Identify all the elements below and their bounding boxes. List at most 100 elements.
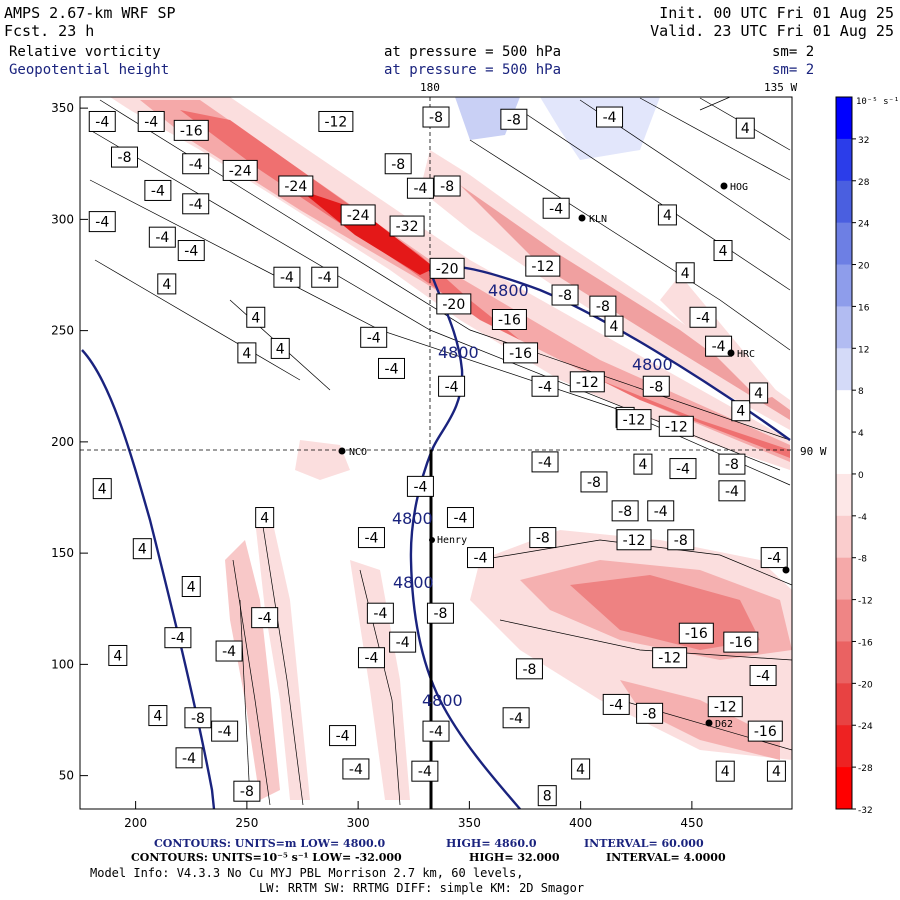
vorticity-label-box: [273, 266, 301, 288]
vorticity-label-text: -8: [507, 112, 521, 128]
vorticity-label-box: [658, 415, 694, 437]
colorbar-tick-label: -8: [858, 555, 867, 565]
vorticity-label-box: [531, 451, 559, 473]
vorticity-label-box: [255, 507, 275, 529]
colorbar-swatch: [836, 390, 852, 433]
vorticity-label-box: [342, 758, 370, 780]
vorticity-label-text: -4: [336, 729, 350, 745]
vorticity-label-text: -8: [391, 157, 405, 173]
vorticity-label: 4: [657, 204, 677, 226]
colorbar-tick-label: 32: [858, 136, 869, 146]
vorticity-label-box: [531, 375, 559, 397]
colorbar-tick-label: 20: [858, 262, 870, 272]
vorticity-label: -4: [378, 357, 405, 379]
vorticity-label-text: 4: [736, 404, 745, 420]
vorticity-label-box: [270, 337, 290, 359]
vorticity-label: -4: [273, 266, 301, 288]
colorbar-tick-label: -20: [858, 680, 873, 690]
colorbar-swatch: [836, 97, 852, 140]
vorticity-label: -4: [148, 226, 176, 248]
colorbar-swatch: [836, 306, 852, 349]
footer-height-contours-c: INTERVAL= 60.000: [584, 837, 704, 850]
colorbar-tick-label: 4: [858, 429, 864, 439]
vorticity-label: 4: [255, 507, 275, 529]
colorbar-swatch: [836, 264, 852, 307]
vorticity-label-text: -4: [349, 762, 363, 778]
vorticity-label: -8: [233, 780, 261, 802]
vorticity-label: -8: [636, 702, 664, 724]
vorticity-label-box: [647, 500, 675, 522]
y-tick-label: 50: [59, 769, 74, 783]
vorticity-label-text: -4: [385, 361, 399, 377]
vorticity-label: -4: [531, 451, 559, 473]
vorticity-label: -4: [446, 507, 474, 529]
vorticity-label-text: 4: [187, 580, 196, 596]
vorticity-label: -8: [667, 529, 695, 551]
vorticity-label: -4: [137, 110, 165, 132]
vorticity-label-text: -4: [445, 379, 459, 395]
init-time: Init. 00 UTC Fri 01 Aug 25: [659, 4, 894, 22]
vorticity-label: -4: [596, 106, 624, 128]
vorticity-label-box: [144, 179, 172, 201]
vorticity-label-box: [148, 705, 168, 727]
colorbar-swatch: [836, 348, 852, 391]
vorticity-label-text: -4: [184, 244, 198, 260]
vorticity-label-box: [389, 631, 417, 653]
y-tick-label: 350: [51, 101, 74, 115]
vorticity-label: -4: [366, 602, 394, 624]
vorticity-label: 4: [735, 117, 755, 139]
vorticity-label-text: 4: [162, 277, 171, 293]
vorticity-label-text: -8: [596, 299, 610, 315]
colorbar-swatch: [836, 432, 852, 475]
sw-streak-1: [225, 540, 280, 800]
vorticity-label: -4: [602, 693, 630, 715]
vorticity-label: -4: [406, 177, 434, 199]
vorticity-label: -16: [723, 631, 759, 653]
vorticity-label: -4: [467, 547, 494, 569]
vorticity-label: -16: [503, 342, 539, 364]
colorbar-tick-label: 16: [858, 303, 870, 313]
vorticity-label-text: -16: [729, 635, 752, 651]
vorticity-label: -4: [502, 707, 530, 729]
vorticity-label-box: [360, 326, 388, 348]
vorticity-label-box: [707, 696, 743, 718]
shear-band-inner: [180, 110, 790, 458]
vorticity-label: 4: [731, 400, 751, 422]
vorticity-label-box: [237, 342, 257, 364]
lon-label-90w: 90 W: [800, 445, 827, 458]
vorticity-label: -4: [329, 725, 357, 747]
height-label: 4800: [392, 509, 433, 528]
vorticity-label: 4: [713, 240, 733, 262]
valid-time: Valid. 23 UTC Fri 01 Aug 25: [650, 22, 894, 40]
vorticity-label-text: 4: [98, 482, 107, 498]
y-tick-label: 200: [51, 435, 74, 449]
vorticity-label-box: [766, 760, 786, 782]
vorticity-label-text: 4: [576, 762, 585, 778]
vorticity-label: -8: [611, 500, 639, 522]
vorticity-label: -4: [718, 480, 746, 502]
station-label: Henry: [437, 535, 467, 546]
vorticity-label: -16: [678, 622, 714, 644]
vorticity-label-text: -8: [433, 606, 447, 622]
vorticity-label: 4: [108, 644, 128, 666]
vorticity-label-box: [164, 627, 192, 649]
vorticity-label-text: -4: [413, 479, 427, 495]
vorticity-label-text: 4: [681, 266, 690, 282]
vorticity-label-text: 4: [638, 457, 647, 473]
vorticity-label-box: [137, 110, 165, 132]
y-tick-label: 100: [51, 657, 74, 671]
colorbar-swatch: [836, 683, 852, 726]
vorticity-label-box: [184, 707, 212, 729]
height-label: 4800: [488, 281, 529, 300]
colorbar-tick-label: 0: [858, 471, 864, 481]
vorticity-label-text: -8: [649, 379, 663, 395]
vorticity-label-box: [278, 175, 314, 197]
station-marker: [338, 447, 346, 455]
colorbar-swatch: [836, 222, 852, 266]
vorticity-label-text: -4: [538, 379, 552, 395]
colorbar-swatch: [836, 515, 852, 559]
colorbar-swatch: [836, 767, 852, 810]
vorticity-label-text: -16: [498, 313, 521, 329]
positive-vorticity-area-2: [540, 97, 660, 160]
vorticity-label-box: [502, 707, 530, 729]
